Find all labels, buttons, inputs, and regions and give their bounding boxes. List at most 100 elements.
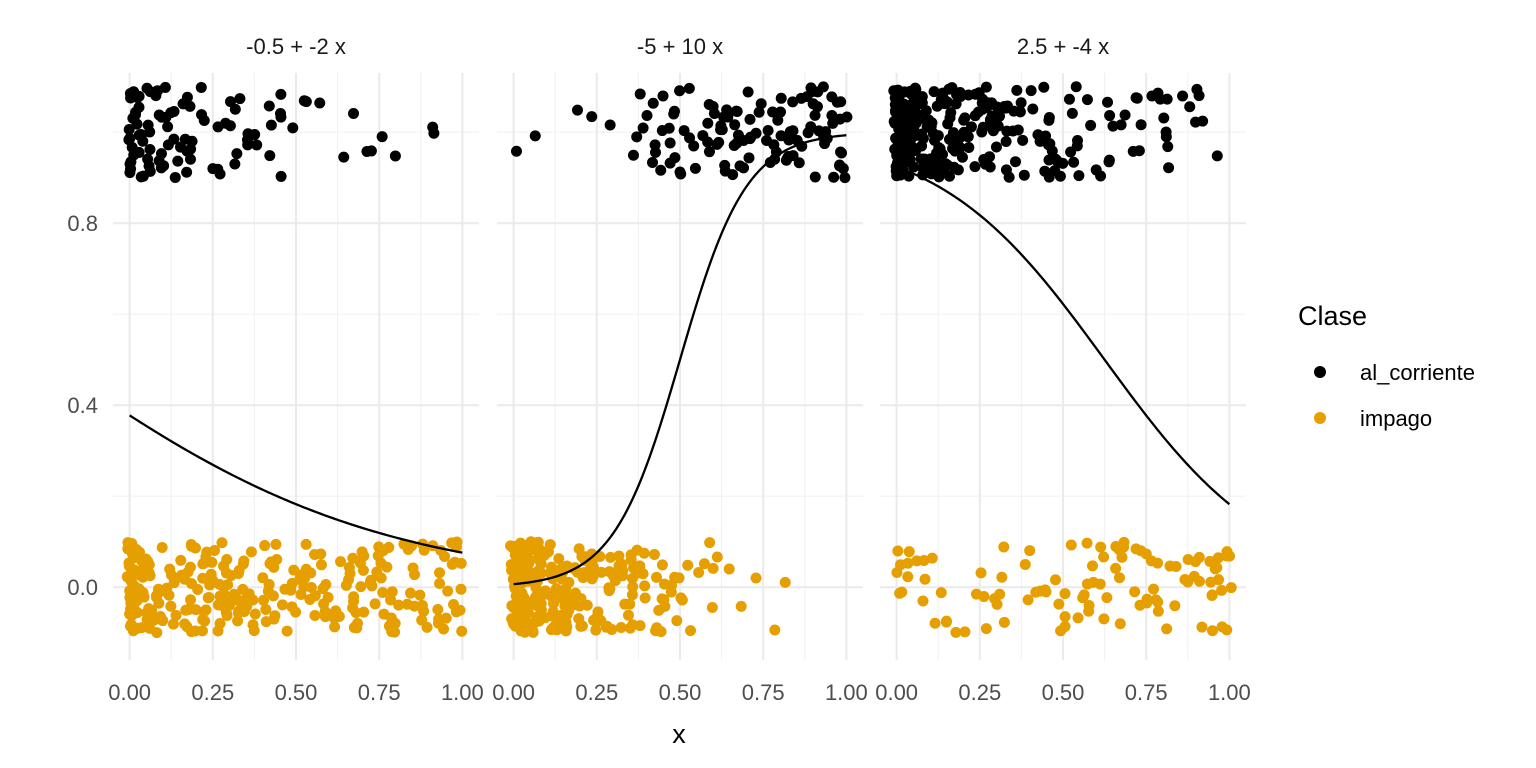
point-impago — [377, 545, 389, 557]
point-al_corriente — [586, 111, 598, 123]
point-al_corriente — [1190, 116, 1202, 128]
point-impago — [220, 606, 232, 618]
point-impago — [1209, 563, 1221, 575]
point-impago — [315, 559, 327, 571]
point-al_corriente — [775, 92, 787, 104]
point-impago — [176, 569, 188, 581]
point-al_corriente — [783, 134, 795, 146]
point-al_corriente — [953, 143, 965, 155]
y-tick-label: 0.4 — [67, 393, 98, 418]
point-impago — [615, 621, 627, 633]
point-impago — [634, 620, 646, 632]
point-impago — [627, 581, 639, 593]
point-impago — [179, 618, 191, 630]
point-al_corriente — [734, 160, 746, 172]
point-impago — [1022, 594, 1034, 606]
point-impago — [259, 540, 271, 552]
point-al_corriente — [708, 108, 720, 120]
point-al_corriente — [133, 101, 145, 113]
point-impago — [1086, 560, 1098, 572]
point-impago — [238, 605, 250, 617]
point-al_corriente — [428, 127, 440, 139]
point-al_corriente — [1071, 135, 1083, 147]
x-tick-label: 0.00 — [875, 680, 918, 705]
point-impago — [544, 539, 556, 551]
point-al_corriente — [1039, 165, 1051, 177]
point-impago — [1148, 583, 1160, 595]
point-al_corriente — [908, 91, 920, 103]
point-impago — [671, 615, 683, 627]
point-al_corriente — [1057, 157, 1069, 169]
point-al_corriente — [251, 139, 263, 151]
facet-panel-2: -5 + 10 x 0.00 0.25 0.50 0.75 1.00 — [492, 34, 868, 705]
point-impago — [434, 577, 446, 589]
point-impago — [735, 600, 747, 612]
point-al_corriente — [1012, 124, 1024, 136]
point-impago — [369, 598, 381, 610]
point-al_corriente — [144, 86, 156, 98]
point-impago — [130, 544, 142, 556]
point-al_corriente — [123, 124, 135, 136]
point-impago — [750, 572, 762, 584]
point-al_corriente — [1054, 170, 1066, 182]
point-al_corriente — [688, 140, 700, 152]
point-al_corriente — [175, 141, 187, 153]
point-impago — [375, 572, 387, 584]
x-tick-label: 1.00 — [825, 680, 868, 705]
point-al_corriente — [657, 90, 669, 102]
point-impago — [998, 616, 1010, 628]
point-impago — [383, 620, 395, 632]
point-impago — [682, 559, 694, 571]
point-impago — [143, 567, 155, 579]
point-al_corriente — [265, 119, 277, 131]
point-al_corriente — [1102, 96, 1114, 108]
point-al_corriente — [703, 99, 715, 111]
point-al_corriente — [1014, 106, 1026, 118]
point-impago — [1196, 621, 1208, 633]
point-al_corriente — [923, 163, 935, 175]
point-impago — [214, 617, 226, 629]
point-impago — [575, 620, 587, 632]
point-impago — [546, 561, 558, 573]
point-impago — [348, 622, 360, 634]
point-impago — [950, 626, 962, 638]
point-impago — [929, 617, 941, 629]
point-impago — [509, 582, 521, 594]
point-impago — [1169, 600, 1181, 612]
point-al_corriente — [1160, 131, 1172, 143]
point-impago — [285, 584, 297, 596]
point-impago — [530, 544, 542, 556]
point-impago — [1113, 572, 1125, 584]
point-impago — [401, 598, 413, 610]
point-impago — [530, 581, 542, 593]
point-al_corriente — [153, 109, 165, 121]
point-impago — [124, 570, 136, 582]
point-impago — [998, 541, 1010, 553]
point-al_corriente — [939, 98, 951, 110]
point-impago — [218, 587, 230, 599]
point-al_corriente — [155, 148, 167, 160]
point-al_corriente — [697, 130, 709, 142]
point-impago — [605, 551, 617, 563]
point-impago — [305, 582, 317, 594]
point-impago — [991, 598, 1003, 610]
point-impago — [126, 610, 138, 622]
point-al_corriente — [689, 162, 701, 174]
point-impago — [959, 626, 971, 638]
point-impago — [377, 586, 389, 598]
point-al_corriente — [1068, 156, 1080, 168]
point-al_corriente — [1133, 145, 1145, 157]
point-al_corriente — [529, 130, 541, 142]
point-al_corriente — [668, 105, 680, 117]
point-impago — [704, 537, 716, 549]
point-al_corriente — [242, 128, 254, 140]
point-al_corriente — [702, 117, 714, 129]
point-impago — [940, 616, 952, 628]
point-al_corriente — [839, 172, 851, 184]
point-impago — [281, 625, 293, 637]
point-impago — [204, 579, 216, 591]
point-impago — [167, 618, 179, 630]
point-al_corriente — [835, 147, 847, 159]
point-impago — [355, 581, 367, 593]
point-impago — [609, 575, 621, 587]
